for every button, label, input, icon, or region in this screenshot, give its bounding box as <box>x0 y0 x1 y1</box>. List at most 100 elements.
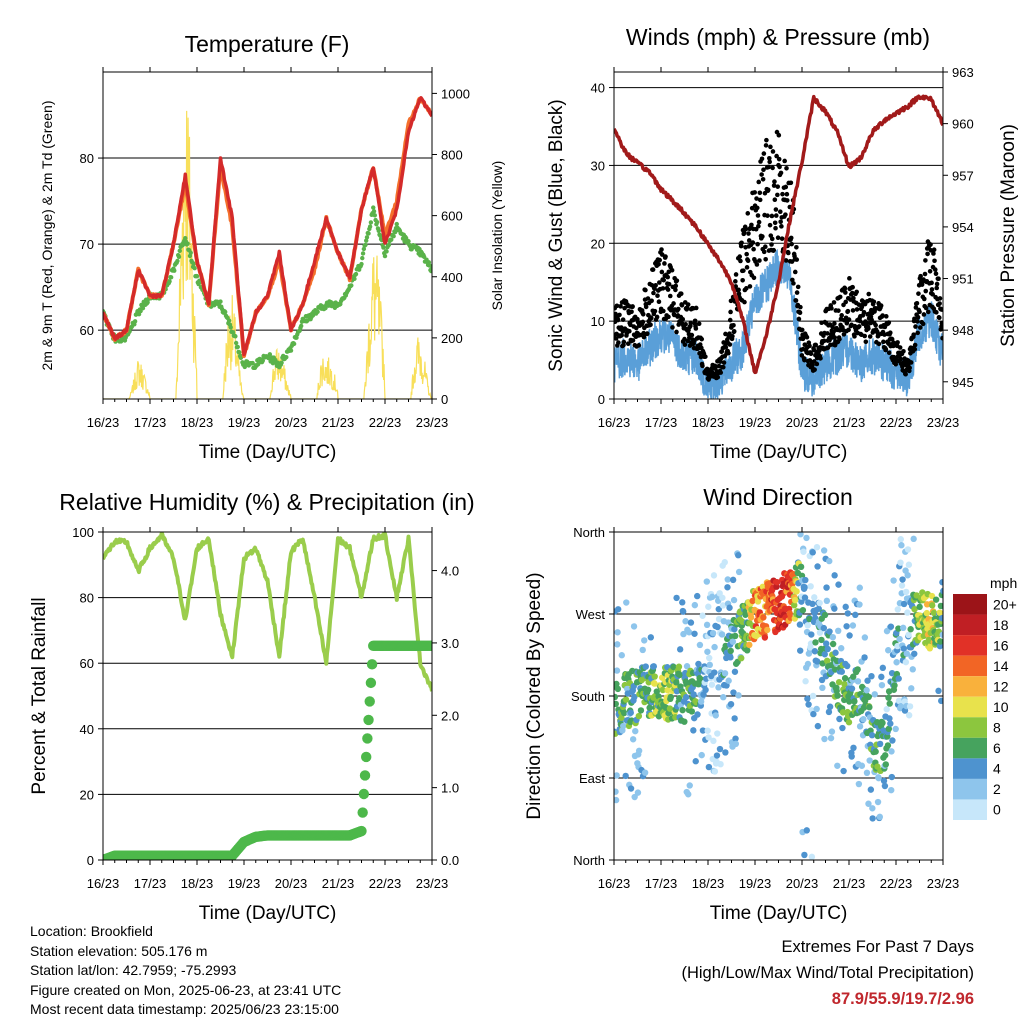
wind-direction-point <box>820 624 828 632</box>
gust-point <box>696 321 702 327</box>
gust-point <box>673 283 679 289</box>
wind-direction-point <box>880 777 888 785</box>
wind-direction-point <box>883 706 890 713</box>
gust-point <box>917 309 922 315</box>
gust-point <box>643 304 649 310</box>
wind-direction-point <box>735 692 742 699</box>
wind-direction-point <box>940 587 943 595</box>
wind-direction-point <box>871 691 878 698</box>
gust-point <box>923 305 929 311</box>
gust-point <box>776 132 782 138</box>
gust-point <box>934 281 940 287</box>
dewpoint-point <box>191 261 197 266</box>
dewpoint-point <box>230 330 236 335</box>
wind-direction-point <box>614 606 622 613</box>
wind-direction-point <box>726 604 733 611</box>
dewpoint-point <box>384 249 389 254</box>
dewpoint-point <box>237 350 242 355</box>
gust-point <box>911 332 916 337</box>
speed-legend-label: 20+ <box>993 596 1017 612</box>
wind-direction-point <box>826 557 833 565</box>
winds-y2label: Station Pressure (Maroon) <box>998 124 1019 347</box>
wind-direction-point <box>803 534 810 542</box>
gust-point <box>839 313 844 318</box>
wind-direction-point <box>695 660 702 668</box>
winds-xtick-label: 23/23 <box>927 415 960 430</box>
wind-direction-point <box>793 588 800 595</box>
dewpoint-point <box>223 309 228 315</box>
gust-point <box>878 303 884 308</box>
dewpoint-point <box>381 245 386 250</box>
gust-point <box>793 298 799 303</box>
wind-direction-point <box>823 640 830 647</box>
wind-direction-point <box>896 635 903 643</box>
winds-y2tick-label: 963 <box>952 65 974 80</box>
gust-point <box>775 192 780 198</box>
gust-point <box>680 316 686 322</box>
speed-legend-swatch <box>953 655 987 677</box>
speed-legend-label: 16 <box>993 637 1009 653</box>
station-elevation: Station elevation: 505.176 m <box>30 942 208 959</box>
wind-direction-point <box>759 583 766 590</box>
gust-point <box>887 330 893 336</box>
gust-point <box>772 197 778 202</box>
wind-direction-point <box>887 720 894 727</box>
gust-point <box>784 165 789 171</box>
wind-direction-point <box>856 584 863 591</box>
dewpoint-point <box>359 261 364 267</box>
gust-point <box>937 296 943 301</box>
gust-point <box>913 324 918 329</box>
temp-2m-line <box>103 96 432 357</box>
gust-point <box>747 284 753 289</box>
wind-direction-ytick-label: East <box>579 771 605 786</box>
winds-panel: Winds (mph) & Pressure (mb) 16/23 17/23 18/… <box>546 24 1019 463</box>
wind-direction-point <box>732 632 739 640</box>
wind-direction-point <box>886 700 893 707</box>
gust-point <box>745 211 751 216</box>
gust-point <box>845 308 851 314</box>
gust-point <box>883 314 889 319</box>
wind-direction-point <box>699 612 706 619</box>
dewpoint-point <box>315 309 320 314</box>
gust-point <box>770 165 775 171</box>
wind-direction-point <box>705 763 713 771</box>
gust-point <box>742 299 747 305</box>
wind-direction-point <box>614 680 620 688</box>
gust-point <box>778 219 783 225</box>
wind-direction-point <box>899 576 906 583</box>
gust-point <box>939 307 943 312</box>
wind-direction-point <box>627 785 635 792</box>
gust-point <box>779 224 784 229</box>
gust-point <box>761 249 767 255</box>
gust-point <box>814 361 820 367</box>
gust-point <box>836 308 841 313</box>
gust-point <box>831 300 837 305</box>
wind-direction-point <box>909 666 916 673</box>
gust-point <box>808 351 814 357</box>
gust-point <box>927 269 933 274</box>
gust-point <box>880 313 885 318</box>
wind-direction-point <box>803 827 810 834</box>
wind-direction-point <box>834 692 841 699</box>
gust-point <box>780 191 785 197</box>
gust-point <box>931 251 936 256</box>
dewpoint-point <box>371 209 377 214</box>
gust-point <box>644 331 650 336</box>
winds-y2tick-label: 951 <box>952 272 974 287</box>
wind-direction-point <box>898 582 906 589</box>
wind-direction-point <box>869 805 876 812</box>
gust-point <box>775 184 781 189</box>
wind-direction-point <box>708 681 716 688</box>
wind-direction-point <box>682 694 690 701</box>
humidity-xtick-label: 20/23 <box>275 876 308 891</box>
wind-direction-point <box>846 632 853 639</box>
speed-legend-swatch <box>953 635 987 656</box>
gust-point <box>866 291 872 297</box>
gust-point <box>754 196 759 201</box>
gust-point <box>777 209 783 215</box>
dewpoint-point <box>288 348 294 353</box>
wind-direction-point <box>826 703 834 710</box>
wind-direction-point <box>936 642 943 650</box>
wind-direction-point <box>731 668 739 675</box>
extremes-subtitle: (High/Low/Max Wind/Total Precipitation) <box>681 964 974 982</box>
